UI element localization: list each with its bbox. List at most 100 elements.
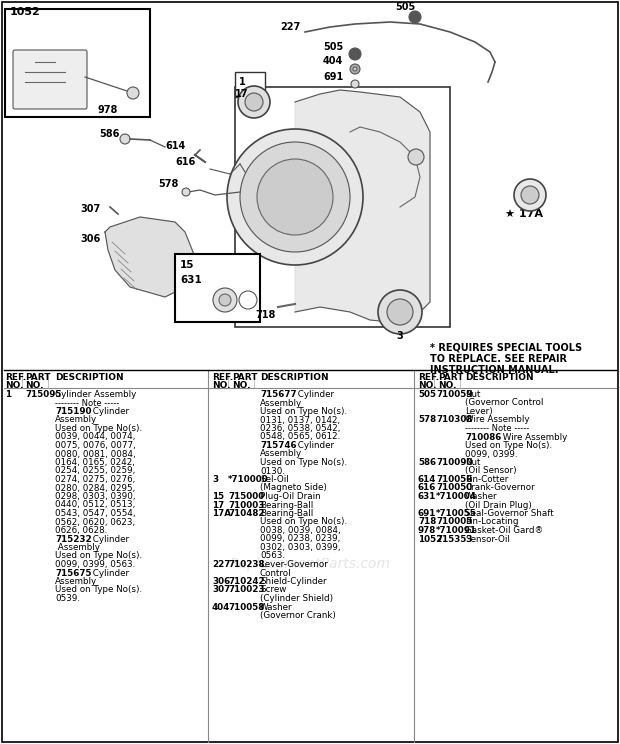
Text: Assembly: Assembly (55, 543, 100, 552)
Circle shape (227, 129, 363, 265)
Text: 616: 616 (175, 157, 195, 167)
Text: 718: 718 (255, 310, 275, 320)
Text: *710000: *710000 (228, 475, 268, 484)
Text: 0080, 0081, 0084,: 0080, 0081, 0084, (55, 449, 136, 458)
Text: 404: 404 (212, 603, 230, 612)
Circle shape (257, 159, 333, 235)
Text: Used on Type No(s).: Used on Type No(s). (260, 407, 347, 416)
Circle shape (350, 64, 360, 74)
Text: (Oil Drain Plug): (Oil Drain Plug) (465, 501, 532, 510)
Circle shape (238, 86, 270, 118)
Text: 0164, 0165, 0242,: 0164, 0165, 0242, (55, 458, 135, 467)
Text: 307: 307 (212, 586, 230, 594)
Text: 17: 17 (235, 89, 249, 99)
Circle shape (253, 190, 261, 198)
Text: 710482: 710482 (228, 509, 265, 518)
Text: 0274, 0275, 0276,: 0274, 0275, 0276, (55, 475, 135, 484)
Text: 404: 404 (323, 56, 343, 66)
Text: Screw: Screw (260, 586, 286, 594)
Text: Pin-Locating: Pin-Locating (465, 518, 518, 527)
Text: *710004: *710004 (436, 492, 477, 501)
Text: 710308: 710308 (436, 415, 472, 425)
Text: Used on Type No(s).: Used on Type No(s). (55, 586, 142, 594)
Text: 715190: 715190 (55, 407, 92, 416)
Text: 15: 15 (180, 260, 195, 270)
Text: 715677: 715677 (260, 390, 296, 399)
Text: Shield-Cylinder: Shield-Cylinder (260, 577, 327, 586)
Text: 715232: 715232 (55, 534, 92, 544)
Text: REF.: REF. (418, 373, 439, 382)
Circle shape (349, 48, 361, 60)
Text: PART: PART (232, 373, 257, 382)
Text: Cylinder: Cylinder (295, 441, 334, 450)
Text: 715000: 715000 (228, 492, 264, 501)
Text: 505: 505 (418, 390, 436, 399)
Text: Used on Type No(s).: Used on Type No(s). (55, 551, 142, 560)
Text: 586: 586 (100, 129, 120, 139)
Circle shape (240, 142, 350, 252)
Text: 718: 718 (418, 518, 436, 527)
Text: NO.: NO. (212, 381, 231, 390)
Text: 505: 505 (323, 42, 343, 52)
Text: 710005: 710005 (436, 518, 472, 527)
Text: 710058: 710058 (228, 603, 264, 612)
Text: Lever): Lever) (465, 407, 493, 416)
Text: Assembly: Assembly (55, 415, 97, 425)
Text: Lever-Governor: Lever-Governor (260, 560, 328, 569)
Bar (235, 87, 450, 327)
Text: NO.: NO. (418, 381, 436, 390)
Text: 0548, 0565, 0612.: 0548, 0565, 0612. (260, 432, 340, 441)
Text: PART: PART (25, 373, 50, 382)
Text: NO.: NO. (5, 381, 24, 390)
Text: Sensor-Oil: Sensor-Oil (465, 534, 510, 544)
Text: Used on Type No(s).: Used on Type No(s). (260, 458, 347, 467)
Text: 227: 227 (280, 22, 300, 32)
Text: 691: 691 (323, 72, 343, 82)
Circle shape (219, 294, 231, 306)
Circle shape (127, 87, 139, 99)
Polygon shape (105, 217, 195, 297)
Text: 306: 306 (212, 577, 230, 586)
Circle shape (245, 93, 263, 111)
Text: 0236, 0538, 0542,: 0236, 0538, 0542, (260, 424, 340, 433)
Text: 17A: 17A (212, 509, 231, 518)
Text: DESCRIPTION: DESCRIPTION (260, 373, 329, 382)
Text: 710242: 710242 (228, 577, 265, 586)
Circle shape (120, 134, 130, 144)
Text: Cylinder Assembly: Cylinder Assembly (55, 390, 136, 399)
Text: 710090: 710090 (436, 458, 472, 467)
Text: 1: 1 (5, 390, 11, 399)
Text: 3: 3 (212, 475, 218, 484)
Text: Used on Type No(s).: Used on Type No(s). (55, 424, 142, 433)
Text: DESCRIPTION: DESCRIPTION (55, 373, 123, 382)
Text: 710238: 710238 (228, 560, 265, 569)
Text: 0099, 0399, 0563.: 0099, 0399, 0563. (55, 560, 135, 569)
Polygon shape (295, 90, 430, 322)
Text: Cylinder: Cylinder (295, 390, 334, 399)
Text: 0099, 0238, 0239,: 0099, 0238, 0239, (260, 534, 340, 544)
Text: 307: 307 (80, 204, 100, 214)
Text: Wire Assembly: Wire Assembly (500, 432, 567, 441)
Text: ReplacementParts.com: ReplacementParts.com (229, 557, 391, 571)
Circle shape (213, 288, 237, 312)
Text: -------- Note -----: -------- Note ----- (55, 399, 119, 408)
Text: Cylinder: Cylinder (90, 407, 129, 416)
Text: Bearing-Ball: Bearing-Ball (260, 509, 313, 518)
Text: 0626, 0628.: 0626, 0628. (55, 526, 107, 535)
Text: -------- Note -----: -------- Note ----- (465, 424, 529, 433)
Text: 616: 616 (418, 484, 436, 493)
Text: *710091: *710091 (436, 526, 477, 535)
Text: 715746: 715746 (260, 441, 296, 450)
Text: 0302, 0303, 0399,: 0302, 0303, 0399, (260, 543, 340, 552)
Text: 586: 586 (418, 458, 436, 467)
Text: NO.: NO. (232, 381, 250, 390)
Text: 505: 505 (395, 2, 415, 12)
Text: 715353: 715353 (436, 534, 472, 544)
Text: 3: 3 (397, 331, 404, 341)
Text: 614: 614 (165, 141, 185, 151)
Text: 715675: 715675 (55, 568, 92, 577)
Text: 0280, 0284, 0295,: 0280, 0284, 0295, (55, 484, 135, 493)
Text: 1052: 1052 (418, 534, 442, 544)
Text: 227: 227 (212, 560, 231, 569)
Text: Sel-Oil: Sel-Oil (260, 475, 289, 484)
